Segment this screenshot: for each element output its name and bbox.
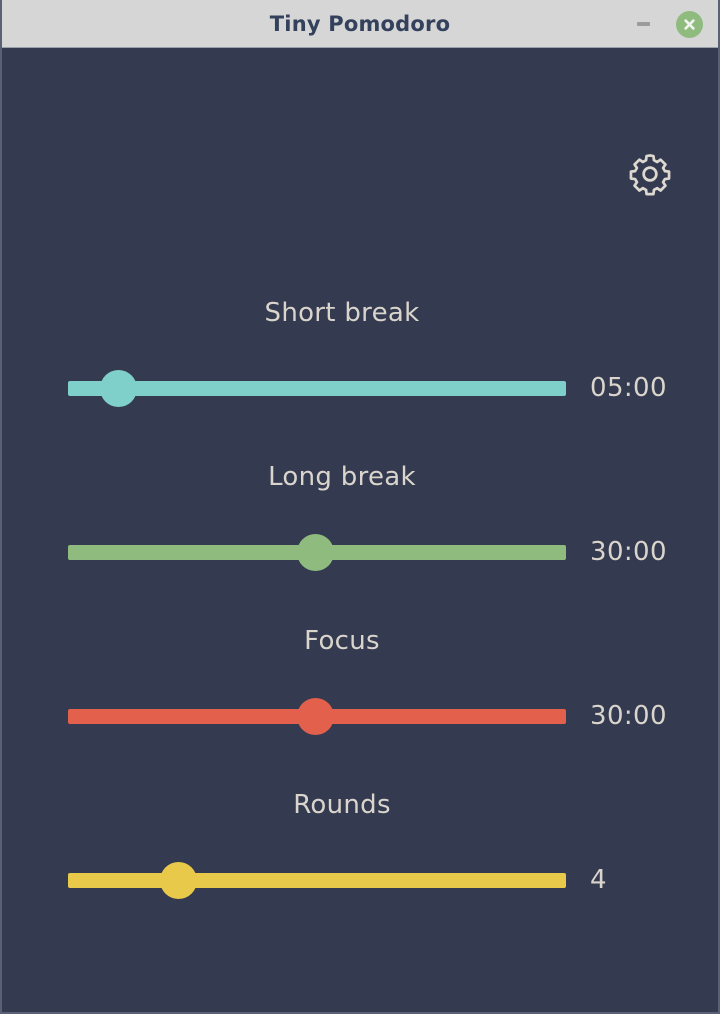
- slider-group-rounds: Rounds 4: [2, 788, 718, 902]
- minimize-button[interactable]: [628, 9, 658, 39]
- slider-row-focus[interactable]: 30:00: [2, 694, 718, 738]
- slider-label-short-break: Short break: [264, 298, 420, 328]
- slider-value-long-break: 30:00: [590, 537, 667, 567]
- slider-group-short-break: Short break 05:00: [2, 296, 718, 410]
- slider-label-focus: Focus: [304, 626, 380, 656]
- slider-row-rounds[interactable]: 4: [2, 858, 718, 902]
- close-icon: [675, 10, 703, 38]
- window-title: Tiny Pomodoro: [269, 11, 451, 36]
- titlebar: Tiny Pomodoro: [2, 0, 718, 48]
- slider-group-focus: Focus 30:00: [2, 624, 718, 738]
- slider-value-rounds: 4: [590, 865, 607, 895]
- minimize-icon: [636, 22, 650, 26]
- titlebar-buttons: [628, 0, 704, 48]
- slider-thumb-short-break[interactable]: [99, 370, 137, 407]
- slider-track-rounds[interactable]: [68, 873, 566, 888]
- slider-row-short-break[interactable]: 05:00: [2, 366, 718, 410]
- slider-thumb-long-break[interactable]: [296, 534, 334, 571]
- close-button[interactable]: [674, 9, 704, 39]
- slider-thumb-focus[interactable]: [296, 698, 334, 735]
- slider-track-short-break[interactable]: [68, 381, 566, 396]
- slider-row-long-break[interactable]: 30:00: [2, 530, 718, 574]
- gear-icon: [625, 149, 675, 203]
- slider-value-focus: 30:00: [590, 701, 667, 731]
- settings-button[interactable]: [624, 150, 676, 202]
- window-content: Short break 05:00 Long break 30:00 Focus…: [2, 48, 718, 1010]
- slider-label-rounds: Rounds: [293, 790, 391, 820]
- slider-value-short-break: 05:00: [590, 373, 667, 403]
- slider-group-long-break: Long break 30:00: [2, 460, 718, 574]
- slider-thumb-rounds[interactable]: [159, 862, 197, 899]
- slider-label-long-break: Long break: [268, 462, 416, 492]
